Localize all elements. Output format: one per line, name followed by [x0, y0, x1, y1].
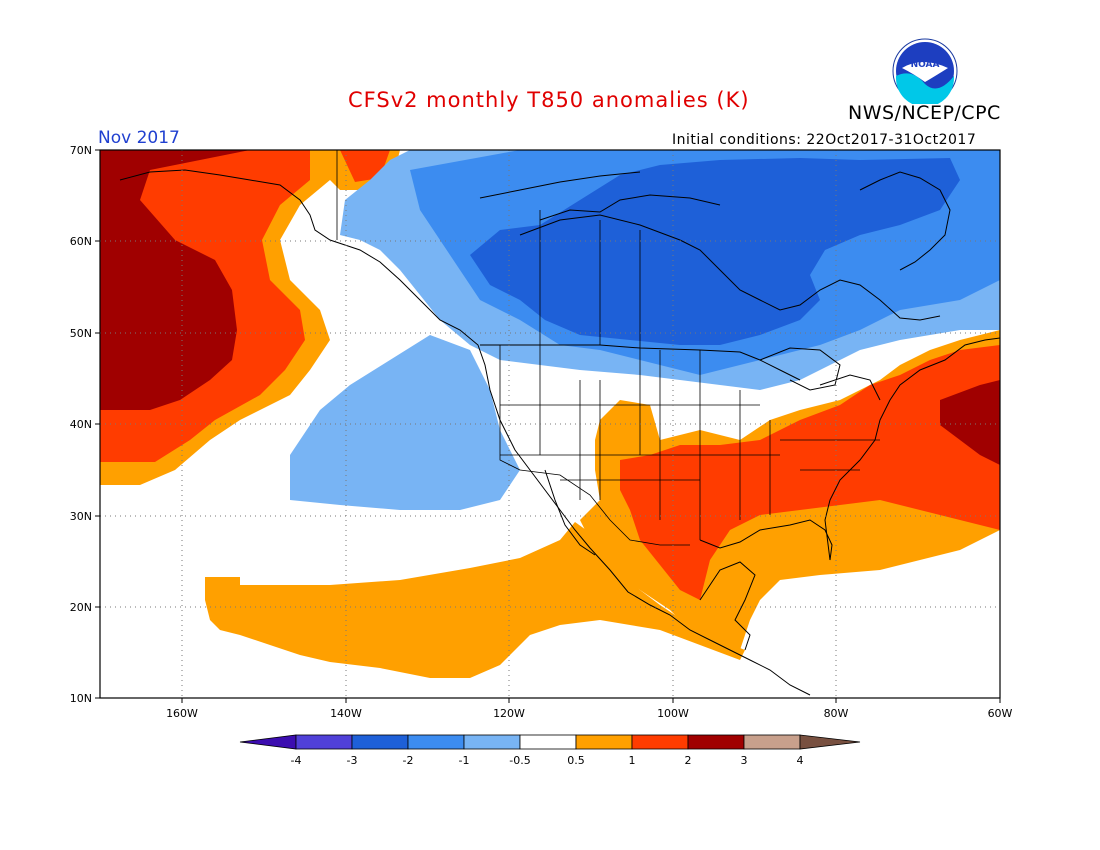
coastlines	[119, 169, 1000, 696]
legend-tick: -3	[347, 754, 358, 767]
legend-swatch	[687, 734, 745, 750]
legend-tick: 3	[741, 754, 748, 767]
latitude-labels: 70N 60N 50N 40N 30N 20N 10N	[70, 144, 92, 705]
legend-swatch	[239, 734, 297, 750]
organization-label: NWS/NCEP/CPC	[848, 102, 1001, 124]
lon-label: 120W	[493, 707, 525, 720]
legend-tick: -1	[459, 754, 470, 767]
lon-label: 140W	[330, 707, 362, 720]
legend-tick: -4	[291, 754, 302, 767]
lon-label: 160W	[166, 707, 198, 720]
legend-swatch	[575, 734, 633, 750]
legend-tick-labels: -4 -3 -2 -1 -0.5 0.5 1 2 3 4	[291, 754, 804, 767]
color-legend	[239, 734, 861, 750]
legend-swatch	[295, 734, 353, 750]
legend-tick: 0.5	[567, 754, 585, 767]
lon-label: 80W	[824, 707, 849, 720]
legend-tick: 4	[797, 754, 804, 767]
legend-swatch	[407, 734, 465, 750]
legend-swatch	[519, 734, 577, 750]
lat-label: 30N	[70, 510, 92, 523]
lat-label: 70N	[70, 144, 92, 157]
lat-label: 50N	[70, 327, 92, 340]
political-boundaries	[336, 150, 880, 546]
lat-label: 10N	[70, 692, 92, 705]
lat-label: 60N	[70, 235, 92, 248]
forecast-month: Nov 2017	[98, 128, 180, 148]
legend-tick: -0.5	[509, 754, 530, 767]
graticule	[100, 150, 1000, 698]
lon-label: 60W	[988, 707, 1013, 720]
legend-swatch	[631, 734, 689, 750]
map-title: CFSv2 monthly T850 anomalies (K)	[348, 88, 750, 112]
noaa-logo: NOAA	[892, 38, 958, 104]
legend-swatch	[799, 734, 861, 750]
lat-label: 40N	[70, 418, 92, 431]
axis-ticks	[95, 149, 1001, 703]
noaa-logo-text: NOAA	[911, 60, 940, 70]
legend-swatch	[743, 734, 801, 750]
legend-tick: 1	[629, 754, 636, 767]
legend-tick: -2	[403, 754, 414, 767]
warm-region-tropical-pacific	[205, 522, 745, 678]
lat-label: 20N	[70, 601, 92, 614]
longitude-labels: 160W 140W 120W 100W 80W 60W	[166, 707, 1012, 720]
legend-swatch	[351, 734, 409, 750]
initial-conditions: Initial conditions: 22Oct2017-31Oct2017	[672, 132, 977, 148]
cold-region-east-pacific	[290, 335, 520, 510]
legend-swatch	[463, 734, 521, 750]
legend-tick: 2	[685, 754, 692, 767]
lon-label: 100W	[657, 707, 689, 720]
